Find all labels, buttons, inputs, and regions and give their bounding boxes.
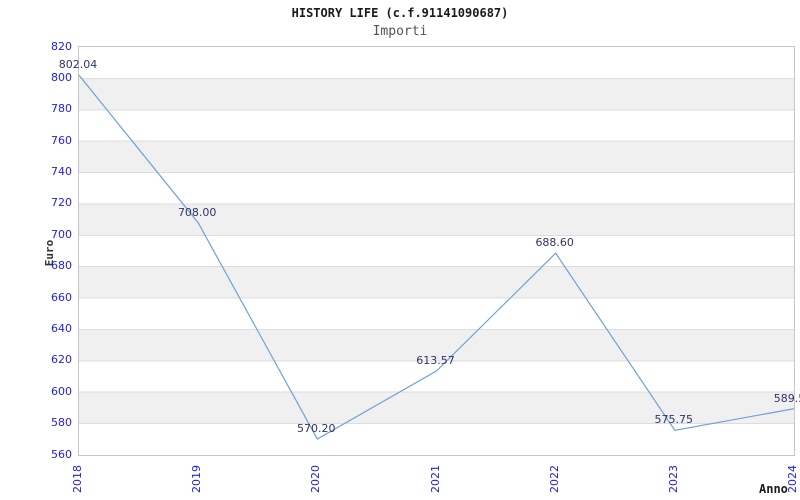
- background-band: [79, 203, 794, 236]
- data-point-label: 688.60: [535, 236, 574, 250]
- x-tick-label: 2019: [190, 465, 204, 493]
- y-tick-label: 640: [51, 322, 72, 335]
- y-tick-label: 600: [51, 384, 72, 398]
- y-tick-label: 660: [51, 290, 72, 304]
- y-tick-label: 800: [51, 70, 72, 84]
- background-band: [79, 141, 794, 173]
- data-point-label: 802.04: [58, 58, 98, 72]
- background-band: [79, 266, 794, 299]
- y-tick-label: 680: [51, 259, 72, 273]
- line-chart-svg: [79, 74, 794, 440]
- data-point-label: 708.00: [177, 205, 217, 219]
- background-band: [79, 392, 794, 424]
- series-line: [79, 74, 794, 440]
- x-tick-label: 2020: [309, 465, 323, 493]
- y-tick-label: 580: [51, 416, 72, 430]
- y-tick-label: 760: [51, 133, 72, 147]
- x-tick-label: 2021: [428, 465, 442, 493]
- data-point-label: 570.20: [297, 422, 336, 435]
- y-tick-label: 820: [51, 39, 72, 53]
- plot-area: [78, 46, 795, 456]
- y-tick-label: 740: [51, 165, 72, 178]
- y-tick-label: 620: [51, 353, 72, 367]
- data-point-label: 613.57: [416, 353, 455, 367]
- x-tick-label: 2023: [666, 465, 680, 493]
- background-band: [79, 329, 794, 361]
- data-point-label: 575.75: [654, 413, 694, 427]
- x-axis-title: Anno: [759, 482, 788, 496]
- data-point-label: 589.50: [773, 391, 800, 405]
- y-tick-label: 700: [51, 227, 72, 241]
- x-tick-label: 2018: [71, 465, 84, 493]
- y-tick-label: 560: [51, 447, 72, 461]
- background-band: [79, 78, 794, 110]
- y-tick-label: 780: [51, 102, 72, 116]
- chart-title: HISTORY LIFE (c.f.91141090687): [291, 6, 509, 20]
- chart-subtitle: Importi: [372, 24, 428, 39]
- y-tick-label: 720: [51, 196, 72, 210]
- x-tick-label: 2022: [547, 465, 561, 493]
